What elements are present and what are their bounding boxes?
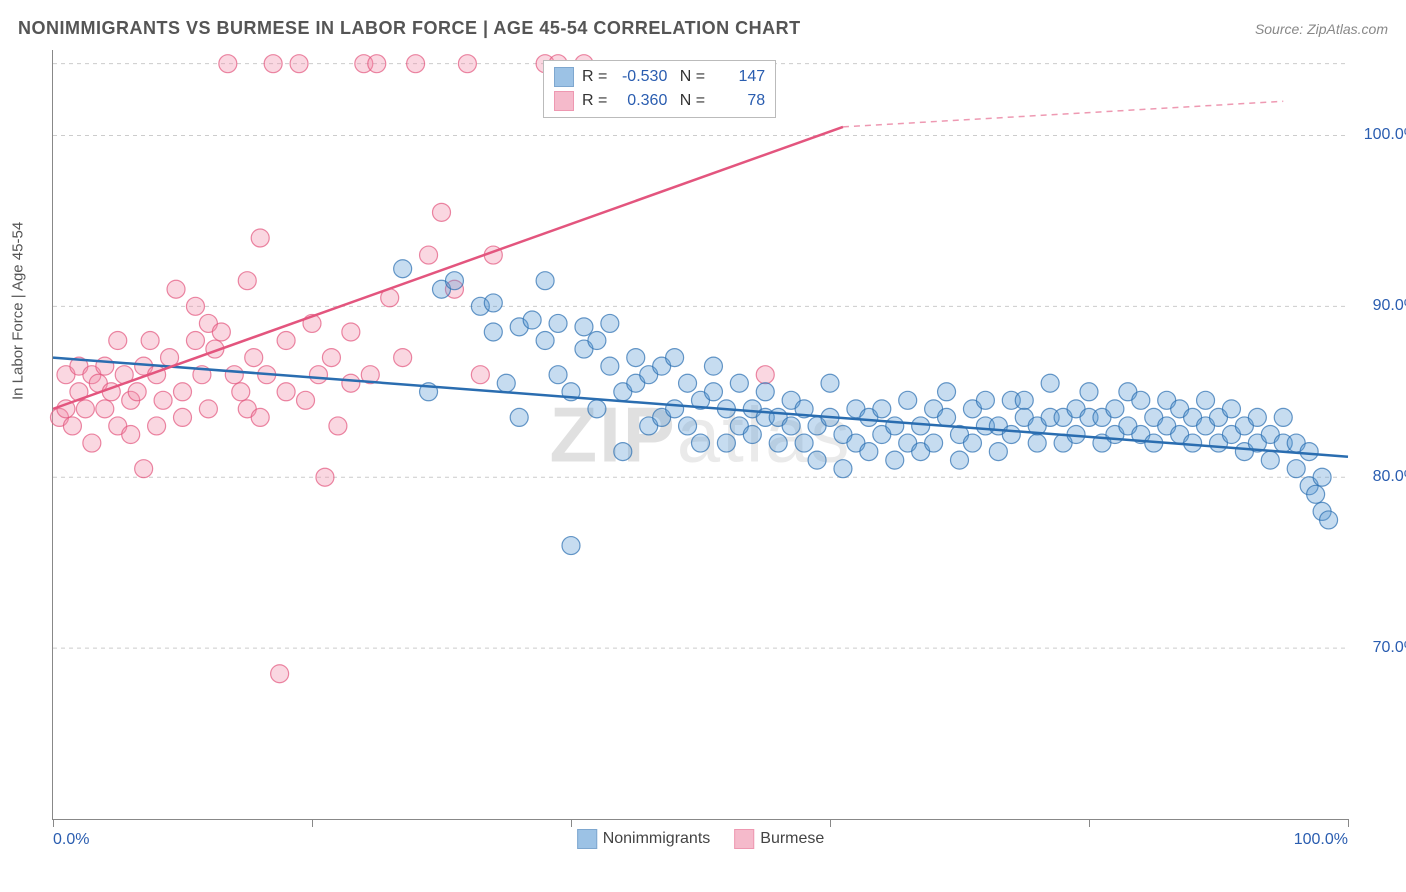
x-tick [571,819,572,827]
y-tick-label: 80.0% [1358,468,1406,486]
legend-label-burmese: Burmese [760,830,824,848]
stat-n-value-nonimmigrants: 147 [713,65,765,89]
stats-row-burmese: R = 0.360 N = 78 [554,89,765,113]
stat-r-label: R = [582,65,607,89]
y-axis-label: In Labor Force | Age 45-54 [10,222,27,400]
y-tick-label: 100.0% [1358,126,1406,144]
legend-label-nonimmigrants: Nonimmigrants [603,830,711,848]
swatch-burmese [554,91,574,111]
plot-area: ZIPatlas R = -0.530 N = 147 R = 0.360 N … [52,50,1348,820]
title-bar: NONIMMIGRANTS VS BURMESE IN LABOR FORCE … [18,18,1388,39]
x-tick [1089,819,1090,827]
stats-legend-box: R = -0.530 N = 147 R = 0.360 N = 78 [543,60,776,118]
legend-swatch-nonimmigrants [577,829,597,849]
chart-title: NONIMMIGRANTS VS BURMESE IN LABOR FORCE … [18,18,801,39]
x-axis-max-label: 100.0% [1294,831,1348,849]
x-tick [53,819,54,827]
stat-r-value-burmese: 0.360 [615,89,667,113]
stats-row-nonimmigrants: R = -0.530 N = 147 [554,65,765,89]
stat-n-label: N = [675,89,705,113]
stat-r-value-nonimmigrants: -0.530 [615,65,667,89]
y-tick-label: 90.0% [1358,297,1406,315]
x-tick [1348,819,1349,827]
legend-bottom: Nonimmigrants Burmese [577,829,825,849]
x-tick [312,819,313,827]
stat-r-label: R = [582,89,607,113]
stat-n-value-burmese: 78 [713,89,765,113]
y-tick-label: 70.0% [1358,639,1406,657]
stat-n-label: N = [675,65,705,89]
x-axis-min-label: 0.0% [53,831,89,849]
legend-item-nonimmigrants: Nonimmigrants [577,829,711,849]
swatch-nonimmigrants [554,67,574,87]
source-label: Source: ZipAtlas.com [1255,21,1388,37]
legend-swatch-burmese [734,829,754,849]
chart-svg [53,50,1348,819]
legend-item-burmese: Burmese [734,829,824,849]
x-tick [830,819,831,827]
